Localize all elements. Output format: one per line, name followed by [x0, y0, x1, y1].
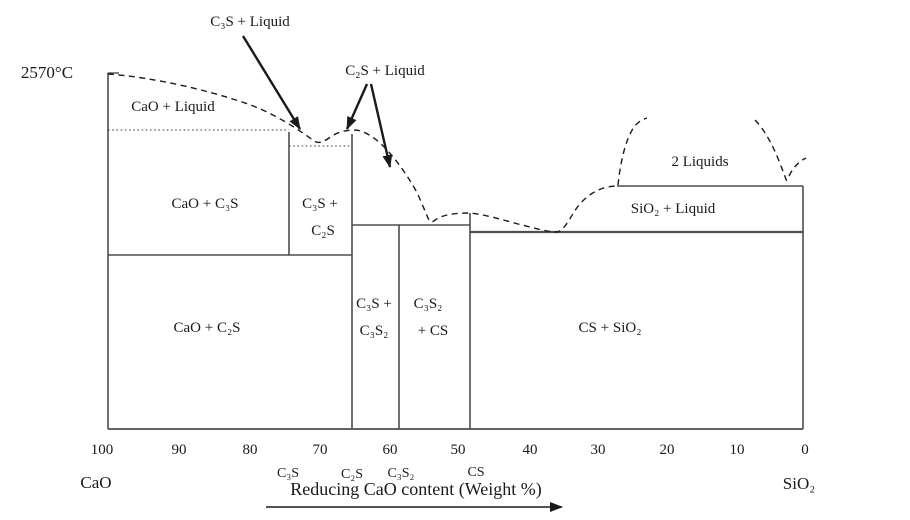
label-endpoint-cao: CaO	[80, 473, 111, 492]
c2s-liquid-arrow-left	[345, 83, 369, 130]
dotted-isotherm-lines	[108, 129, 352, 147]
label-tick-60: 60	[383, 442, 398, 458]
label-tick-0: 0	[801, 442, 809, 458]
label-region-sio2-liquid: SiO₂ + Liquid	[631, 201, 716, 217]
label-region-cao-liquid: CaO + Liquid	[131, 99, 215, 115]
label-axis-title: Reducing CaO content (Weight %)	[290, 479, 541, 500]
label-endpoint-sio2: SiO₂	[783, 474, 815, 493]
label-region-c3s-liquid: C₃S + Liquid	[210, 14, 290, 30]
label-tick-50: 50	[451, 442, 466, 458]
label-region-cao-c2s: CaO + C₂S	[173, 320, 240, 336]
liquidus-dashed-curves	[107, 73, 807, 233]
annotation-arrows	[241, 35, 563, 512]
label-region-cao-c3s: CaO + C₃S	[171, 196, 238, 212]
label-tick-30: 30	[591, 442, 606, 458]
label-tick-70: 70	[313, 442, 328, 458]
two-liquids-dome-right	[754, 119, 789, 186]
label-tick-90: 90	[172, 442, 187, 458]
c2s-liquid-arrow-right	[369, 83, 393, 168]
label-compound-c3s2: C₃S₂	[388, 466, 415, 481]
phase-boundary-lines	[107, 72, 804, 430]
c3s-liquid-arrow	[241, 35, 302, 130]
right-edge-liquidus-rise	[788, 157, 807, 177]
label-region-c3s-c3s2-line2: C₃S₂	[360, 323, 389, 339]
label-region-cs-sio2: CS + SiO₂	[579, 320, 642, 336]
label-compound-c2s: C₂S	[341, 467, 363, 482]
label-tick-20: 20	[660, 442, 675, 458]
label-region-c3s-c2s-line1: C₃S +	[302, 196, 338, 212]
label-tick-80: 80	[243, 442, 258, 458]
label-temp-2570: 2570°C	[21, 63, 73, 82]
label-tick-100: 100	[91, 442, 114, 458]
text-labels: 2570°C C₃S + Liquid C₂S + Liquid CaO + Liqu…	[21, 14, 815, 500]
label-compound-cs: CS	[467, 465, 484, 480]
label-region-c3s-c2s-line2: C₂S	[311, 223, 335, 239]
label-tick-10: 10	[730, 442, 745, 458]
label-region-c2s-liquid: C₂S + Liquid	[345, 63, 425, 79]
label-region-c3s2-cs-line2: + CS	[418, 323, 449, 339]
label-compound-c3s: C₃S	[277, 466, 299, 481]
label-region-c3s-c3s2-line1: C₃S +	[356, 296, 392, 312]
label-region-two-liquids: 2 Liquids	[671, 154, 728, 170]
label-region-c3s2-cs-line1: C₃S₂	[414, 296, 443, 312]
two-liquids-dome-left	[617, 117, 648, 186]
label-tick-40: 40	[523, 442, 538, 458]
